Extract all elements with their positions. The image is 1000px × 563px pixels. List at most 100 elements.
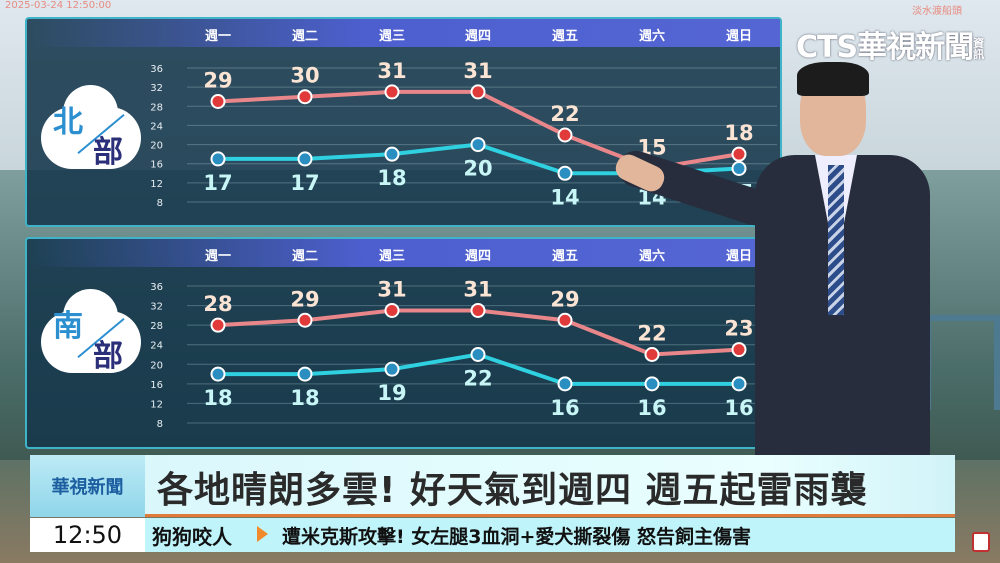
- region-label-b: 部: [93, 339, 123, 374]
- day-label: 週六: [638, 249, 666, 264]
- high-temp-label: 23: [724, 317, 753, 341]
- region-label-a: 南: [53, 309, 83, 344]
- day-label: 週日: [725, 29, 753, 44]
- low-temp-label: 18: [377, 166, 406, 190]
- y-tick-label: 32: [150, 83, 163, 94]
- low-temp-label: 16: [550, 396, 579, 420]
- pier-background: [925, 315, 1000, 410]
- headline-banner: 華視新聞 各地晴朗多雲! 好天氣到週四 週五起雷雨襲: [30, 455, 955, 517]
- logo-sub: 資訊: [973, 36, 984, 61]
- region-badge-north: 北 部: [41, 85, 141, 172]
- high-temp-label: 30: [290, 64, 319, 88]
- low-temp-label: 20: [463, 157, 492, 181]
- news-ticker: 12:50 狗狗咬人 遭米克斯攻擊! 女左腿3血洞+愛犬撕裂傷 怒告飼主傷害: [30, 518, 955, 552]
- day-label: 週五: [551, 29, 579, 44]
- day-label: 週五: [551, 249, 579, 264]
- low-temp-point: [384, 146, 400, 162]
- high-temp-label: 22: [550, 102, 579, 126]
- region-badge-south: 南 部: [41, 289, 141, 376]
- low-temp-label: 19: [377, 381, 406, 405]
- ticker-text: 遭米克斯攻擊! 女左腿3血洞+愛犬撕裂傷 怒告飼主傷害: [282, 526, 752, 548]
- logo-text: CTS華視新聞: [796, 30, 974, 65]
- low-temp-label: 16: [637, 396, 666, 420]
- channel-logo: CTS華視新聞資訊: [796, 22, 985, 66]
- low-temp-label: 17: [203, 171, 232, 195]
- high-temp-point: [470, 84, 486, 100]
- y-tick-label: 28: [150, 321, 163, 332]
- low-temp-point: [644, 376, 660, 392]
- day-label: 週日: [725, 249, 753, 264]
- high-temp-point: [210, 94, 226, 109]
- low-temp-point: [384, 361, 400, 377]
- low-temp-label: 18: [203, 386, 232, 410]
- low-temp-label: 18: [290, 386, 319, 410]
- low-temp-label: 22: [463, 367, 492, 391]
- high-temp-point: [644, 347, 660, 362]
- region-label-a: 北: [53, 105, 83, 140]
- play-arrow-icon: [257, 526, 268, 542]
- ticker-topic: 狗狗咬人: [152, 525, 232, 549]
- y-tick-label: 20: [150, 141, 163, 152]
- high-temp-label: 31: [463, 59, 492, 83]
- south-chart-panel: 36 32 28 24 20 16 12 8 28 29 31 31 29 22 23 18 18 19 22 16 1…: [25, 237, 782, 449]
- y-tick-label: 20: [150, 360, 163, 371]
- low-temp-label: 14: [550, 185, 579, 209]
- low-temp-point: [297, 151, 313, 167]
- day-label: 週一: [204, 29, 232, 44]
- day-label: 週二: [291, 29, 319, 44]
- day-label: 週三: [378, 29, 406, 44]
- y-tick-label: 28: [150, 102, 163, 113]
- low-temp-point: [731, 161, 747, 176]
- high-temp-label: 29: [203, 69, 232, 93]
- brand-box: 華視新聞: [30, 455, 145, 517]
- high-temp-label: 31: [463, 277, 492, 301]
- high-temp-point: [384, 84, 400, 100]
- day-label: 週六: [638, 29, 666, 44]
- low-temp-point: [557, 165, 573, 181]
- headline-text: 各地晴朗多雲! 好天氣到週四 週五起雷雨襲: [157, 470, 868, 511]
- low-temp-point: [210, 366, 226, 382]
- high-temp-point: [557, 127, 573, 143]
- low-temp-point: [210, 151, 226, 167]
- low-temp-point: [470, 347, 486, 362]
- rating-seal-icon: [972, 532, 990, 552]
- y-tick-label: 16: [150, 380, 163, 391]
- y-tick-label: 12: [150, 179, 163, 190]
- low-temp-point: [297, 366, 313, 382]
- y-tick-label: 24: [150, 341, 163, 352]
- day-header: [27, 239, 780, 267]
- low-temp-point: [470, 137, 486, 153]
- high-temp-point: [297, 312, 313, 328]
- high-temp-point: [297, 89, 313, 105]
- y-tick-label: 24: [150, 121, 163, 132]
- day-header: [27, 19, 780, 47]
- y-tick-label: 32: [150, 302, 163, 313]
- low-temp-label: 16: [724, 396, 753, 420]
- presenter: [611, 60, 935, 460]
- timestamp: 2025-03-24 12:50:00: [5, 0, 112, 11]
- y-tick-label: 36: [150, 282, 163, 293]
- day-label: 週四: [464, 29, 492, 44]
- high-temp-point: [731, 342, 747, 358]
- cloud-icon: [41, 289, 141, 373]
- y-tick-label: 8: [157, 198, 163, 209]
- day-label: 週四: [464, 249, 492, 264]
- high-temp-label: 22: [637, 322, 666, 346]
- day-label: 週一: [204, 249, 232, 264]
- high-temp-label: 18: [724, 121, 753, 145]
- y-tick-label: 16: [150, 160, 163, 171]
- y-tick-label: 36: [150, 64, 163, 75]
- high-temp-label: 29: [550, 287, 579, 311]
- location-label: 淡水渡船頭: [912, 6, 962, 17]
- day-label: 週二: [291, 249, 319, 264]
- temperature-chart: 36 32 28 24 20 16 12 8 28 29 31 31 29 22 23 18 18 19 22 16 1…: [150, 277, 777, 430]
- high-temp-point: [470, 302, 486, 318]
- high-temp-label: 29: [290, 287, 319, 311]
- low-temp-point: [731, 376, 747, 392]
- low-temp-point: [557, 376, 573, 392]
- y-tick-label: 12: [150, 399, 163, 410]
- high-temp-label: 28: [203, 292, 232, 316]
- high-temp-label: 31: [377, 59, 406, 83]
- high-temp-point: [731, 146, 747, 162]
- high-temp-point: [210, 317, 226, 333]
